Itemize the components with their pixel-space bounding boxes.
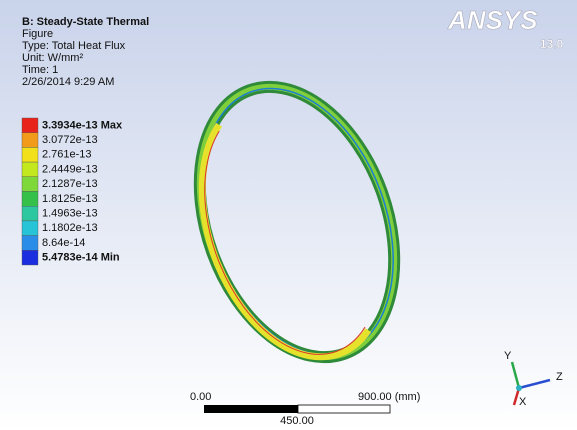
scale-bar-white bbox=[298, 405, 390, 413]
title: B: Steady-State Thermal bbox=[22, 16, 149, 28]
scale-middle: 450.00 bbox=[280, 415, 314, 427]
legend-label: 1.1802e-13 bbox=[42, 222, 98, 234]
legend-swatch bbox=[22, 221, 38, 236]
legend-swatch bbox=[22, 133, 38, 148]
legend-swatch bbox=[22, 236, 38, 251]
header-line: Unit: W/mm² bbox=[22, 52, 83, 64]
header-line: Type: Total Heat Flux bbox=[22, 40, 126, 52]
header-line: Time: 1 bbox=[22, 64, 58, 76]
triad-origin bbox=[516, 385, 522, 391]
legend-label: 2.1287e-13 bbox=[42, 178, 98, 190]
triad-x-label: X bbox=[519, 396, 527, 408]
header-line: Figure bbox=[22, 28, 53, 40]
legend-swatch bbox=[22, 162, 38, 177]
logo: ANSYS bbox=[447, 5, 538, 35]
legend-swatch bbox=[22, 250, 38, 265]
logo-version: 13.0 bbox=[540, 37, 564, 51]
legend-label: 2.761e-13 bbox=[42, 149, 92, 161]
legend-swatch bbox=[22, 192, 38, 207]
legend-label: 1.8125e-13 bbox=[42, 193, 98, 205]
legend-label: 3.3934e-13 Max bbox=[42, 119, 123, 131]
legend-label: 3.0772e-13 bbox=[42, 134, 98, 146]
legend-label: 8.64e-14 bbox=[42, 237, 85, 249]
triad-z-label: Z bbox=[556, 371, 563, 383]
scale-start: 0.00 bbox=[190, 391, 211, 403]
legend-swatch bbox=[22, 206, 38, 221]
legend-label: 1.4963e-13 bbox=[42, 207, 98, 219]
triad-y-label: Y bbox=[504, 350, 512, 362]
legend-label: 2.4449e-13 bbox=[42, 163, 98, 175]
legend-swatch bbox=[22, 147, 38, 162]
scale-bar-black bbox=[204, 405, 298, 413]
legend-swatch bbox=[22, 177, 38, 192]
viewport: B: Steady-State Thermal FigureType: Tota… bbox=[0, 0, 577, 430]
legend-swatch bbox=[22, 118, 38, 133]
header-line: 2/26/2014 9:29 AM bbox=[22, 76, 114, 88]
legend-label: 5.4783e-14 Min bbox=[42, 252, 120, 264]
scale-end: 900.00 (mm) bbox=[358, 391, 420, 403]
